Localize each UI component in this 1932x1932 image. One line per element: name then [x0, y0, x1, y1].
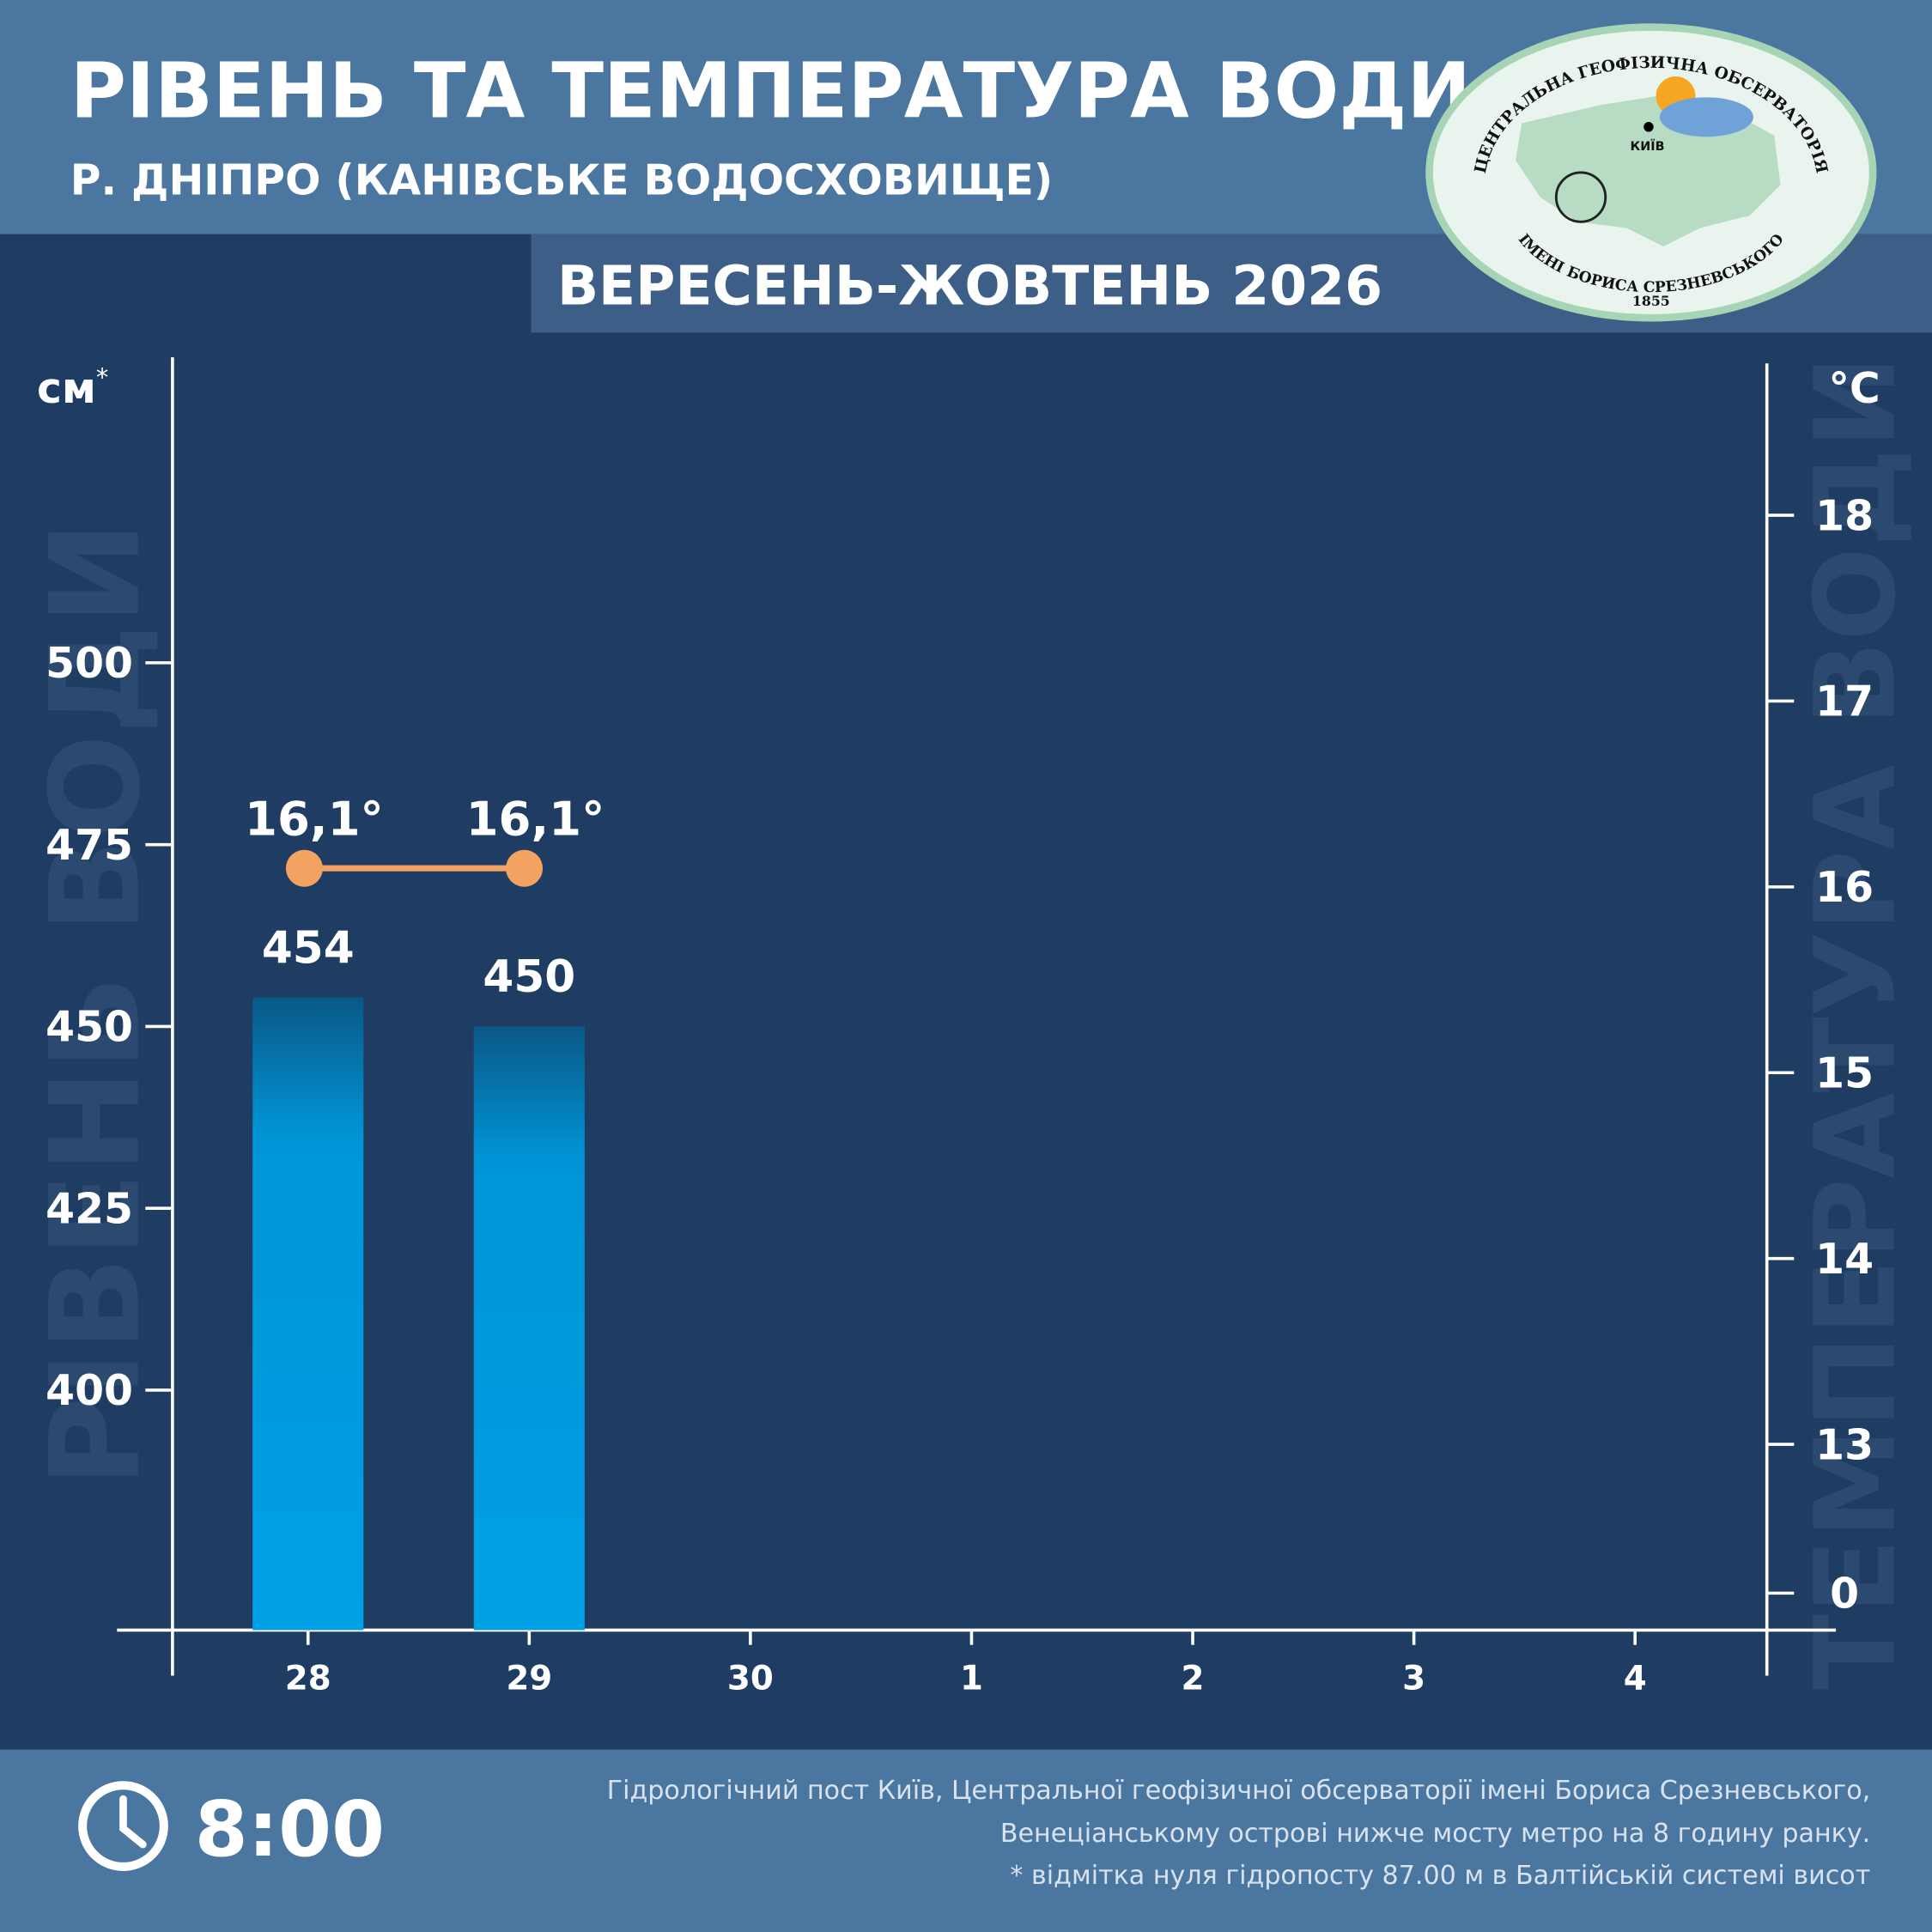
note: Венеціанському острові нижче мосту метро… [1000, 1819, 1870, 1849]
logo-dot [1643, 122, 1654, 132]
logo-city: КИЇВ [1631, 139, 1665, 154]
y-unit: см* [37, 362, 108, 413]
y2-tick-label: 15 [1815, 1048, 1874, 1097]
y2-tick-label: 16 [1815, 863, 1874, 912]
y2-tick-label: 13 [1815, 1420, 1874, 1469]
clock-hands [119, 1795, 147, 1849]
x-tick-label: 4 [1624, 1659, 1647, 1698]
time: 8:00 [195, 1784, 385, 1874]
note: Гідрологічний пост Київ, Центральної гео… [607, 1776, 1871, 1806]
footer-band [0, 1749, 1932, 1932]
note: * відмітка нуля гідропосту 87.00 м в Бал… [1010, 1861, 1870, 1891]
logo-cloud [1659, 97, 1753, 137]
y2-tick-label: 0 [1830, 1570, 1859, 1619]
logo: ЦЕНТРАЛЬНА ГЕОФІЗИЧНА ОБСЕРВАТОРІЯ КИЇВ … [1425, 23, 1877, 322]
x-tick-label: 30 [727, 1659, 774, 1698]
x-tick-label: 29 [506, 1659, 552, 1698]
y-tick-label: 450 [46, 1003, 133, 1052]
x-tick-label: 3 [1402, 1659, 1425, 1698]
temperature-dot [506, 849, 544, 887]
x-tick-label: 28 [285, 1659, 331, 1698]
y2-tick-label: 14 [1815, 1235, 1874, 1284]
y-tick-label: 400 [46, 1366, 133, 1415]
y-unit-note: * [96, 362, 108, 392]
bar-label: 450 [483, 951, 575, 1003]
y2-tick-label: 17 [1815, 677, 1874, 726]
clock-face [78, 1781, 168, 1871]
y-tick-label: 500 [46, 639, 133, 688]
bar [252, 997, 364, 1631]
y2-watermark: ТЕМПЕРАТУРА ВОДИ [1792, 355, 1921, 1690]
title: РІВЕНЬ ТА ТЕМПЕРАТУРА ВОДИ [70, 46, 1471, 135]
x-tick-label: 2 [1182, 1659, 1205, 1698]
y-tick-label: 425 [46, 1184, 133, 1233]
logo-dish [1554, 171, 1607, 223]
logo-year: 1855 [1632, 293, 1670, 309]
clock-icon [78, 1781, 168, 1871]
subtitle: Р. ДНІПРО (КАНІВСЬКЕ ВОДОСХОВИЩЕ) [70, 156, 1053, 205]
period: ВЕРЕСЕНЬ-ЖОВТЕНЬ 2026 [557, 253, 1382, 317]
temperature-dot [285, 849, 323, 887]
y2-tick-label: 18 [1815, 491, 1874, 540]
temperature-label: 16,1° [245, 791, 384, 846]
y2-unit: °C [1829, 364, 1880, 413]
temperature-label: 16,1° [466, 791, 605, 846]
x-tick-label: 1 [960, 1659, 983, 1698]
bar [473, 1026, 585, 1631]
y-watermark: РІВЕНЬ ВОДИ [24, 521, 167, 1487]
y-tick-label: 475 [46, 821, 133, 870]
bar-label: 454 [262, 922, 355, 974]
y-unit-text: см [37, 364, 96, 413]
